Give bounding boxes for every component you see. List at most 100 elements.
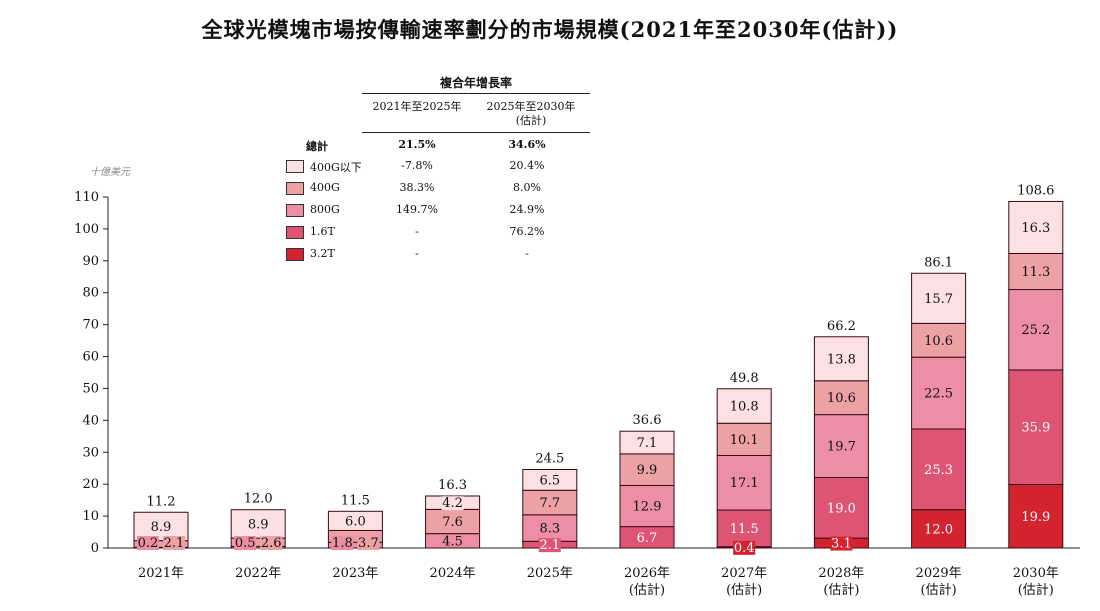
data-label: 19.7 — [827, 440, 856, 455]
bar-segment — [327, 510, 383, 531]
data-label: 2.6 — [261, 536, 282, 551]
bar-segment — [911, 272, 967, 324]
legend-label: 3.2T — [310, 247, 335, 260]
cagr-total-label: 總計 — [306, 140, 328, 153]
cagr-header: 複合年增長率 — [439, 76, 512, 90]
bar-segment — [1008, 484, 1064, 549]
data-label-badge — [538, 538, 561, 553]
bar-segment — [813, 380, 869, 416]
bar-segment — [619, 430, 675, 455]
cagr-col-rule — [362, 132, 590, 133]
bar-total-label: 12.0 — [244, 492, 273, 507]
y-tick-label: 10 — [82, 509, 99, 524]
x-tick-sublabel: (估計) — [823, 582, 859, 598]
data-label: 11.3 — [1021, 265, 1050, 280]
bar-segment — [230, 509, 286, 539]
x-tick-label: 2026年 — [624, 566, 670, 581]
cagr-v2: 8.0% — [513, 181, 541, 194]
bar-segment — [619, 484, 675, 528]
y-tick-label: 100 — [74, 222, 99, 237]
x-tick-sublabel: (估計) — [629, 582, 665, 598]
bar-segment — [911, 428, 967, 511]
cagr-v1: 149.7% — [396, 203, 438, 216]
data-label: 16.3 — [1021, 221, 1050, 236]
y-tick-label: 80 — [82, 286, 99, 301]
data-label: 6.7 — [637, 531, 658, 546]
data-label-badge — [137, 536, 159, 550]
y-tick-label: 20 — [82, 477, 99, 492]
data-label: 10.6 — [924, 334, 953, 349]
bar-total-label: 24.5 — [535, 452, 564, 467]
bar-segment — [813, 476, 869, 539]
data-label-badge — [357, 536, 380, 550]
data-label-badge — [733, 540, 756, 555]
bar-segment — [522, 469, 578, 491]
bar-segment — [813, 414, 869, 478]
y-axis-unit-label: 十億美元 — [90, 167, 130, 178]
cagr-v1: - — [415, 247, 419, 260]
data-label: 4.2 — [442, 496, 463, 511]
legend-swatch — [286, 160, 304, 173]
x-tick-label: 2024年 — [430, 566, 476, 581]
data-label: 25.2 — [1021, 323, 1050, 338]
y-tick-label: 70 — [82, 318, 99, 333]
cagr-col1-header: 2021年至2025年 — [372, 100, 462, 113]
data-label-badge — [163, 536, 185, 550]
data-label: 8.9 — [151, 520, 172, 535]
bar-segment — [911, 356, 967, 430]
data-label: 0.5 — [235, 536, 256, 551]
bar-segment — [1008, 369, 1064, 486]
legend-row: 800G 149.7% 24.9% — [286, 202, 586, 220]
data-label: 6.0 — [345, 514, 366, 529]
cagr-col2-header-line2: (估計) — [515, 114, 547, 127]
data-label: 12.9 — [633, 500, 662, 515]
x-tick-sublabel: (估計) — [1018, 582, 1054, 598]
cagr-total-v2: 34.6% — [508, 138, 546, 151]
bar-segment — [1008, 252, 1064, 291]
bar-segment — [1008, 200, 1064, 254]
legend-row: 400G 38.3% 8.0% — [286, 180, 586, 198]
x-tick-label: 2030年 — [1013, 566, 1059, 581]
data-label: 10.1 — [730, 433, 759, 448]
cagr-total-v1: 21.5% — [398, 138, 436, 151]
cagr-v2: 76.2% — [509, 225, 545, 238]
bar-total-label: 11.2 — [147, 494, 176, 509]
bar-segment — [1008, 289, 1064, 371]
data-label: 19.9 — [1021, 510, 1050, 525]
x-tick-label: 2022年 — [235, 566, 281, 581]
data-label: 11.5 — [730, 522, 759, 537]
data-label: 8.3 — [539, 522, 560, 537]
data-label: 3.1 — [831, 537, 852, 552]
cagr-col2-header: 2025年至2030年 (估計) — [476, 100, 586, 128]
data-label: 7.6 — [442, 515, 463, 530]
bar-segment — [133, 511, 189, 542]
cagr-v1: -7.8% — [401, 159, 433, 172]
legend-swatch — [286, 248, 304, 261]
y-tick-label: 40 — [82, 413, 99, 428]
data-label: 10.8 — [730, 400, 759, 415]
bar-total-label: 108.6 — [1017, 183, 1054, 198]
legend-label: 400G — [310, 181, 340, 194]
data-label: 3.7 — [358, 536, 379, 551]
data-label: 0.2 — [138, 536, 159, 551]
y-tick-label: 110 — [74, 190, 99, 205]
x-tick-label: 2028年 — [818, 566, 864, 581]
y-tick-label: 90 — [82, 254, 99, 269]
bar-total-label: 16.3 — [438, 478, 467, 493]
bar-segment — [619, 453, 675, 486]
bar-total-label: 11.5 — [341, 493, 370, 508]
data-label: 10.6 — [827, 391, 856, 406]
x-tick-label: 2025年 — [527, 566, 573, 581]
data-label: 2.1 — [164, 536, 185, 551]
cagr-v1: - — [415, 225, 419, 238]
bar-total-label: 66.2 — [827, 319, 856, 334]
data-label: 1.8 — [332, 536, 353, 551]
legend-label: 800G — [310, 203, 340, 216]
data-label: 0.4 — [734, 541, 755, 556]
data-label: 25.3 — [924, 463, 953, 478]
legend-row: 400G以下 -7.8% 20.4% — [286, 158, 586, 176]
y-tick-label: 50 — [82, 381, 99, 396]
bar-segment — [716, 388, 772, 424]
cagr-col2-header-line1: 2025年至2030年 — [486, 100, 576, 113]
data-label: 9.9 — [637, 463, 658, 478]
